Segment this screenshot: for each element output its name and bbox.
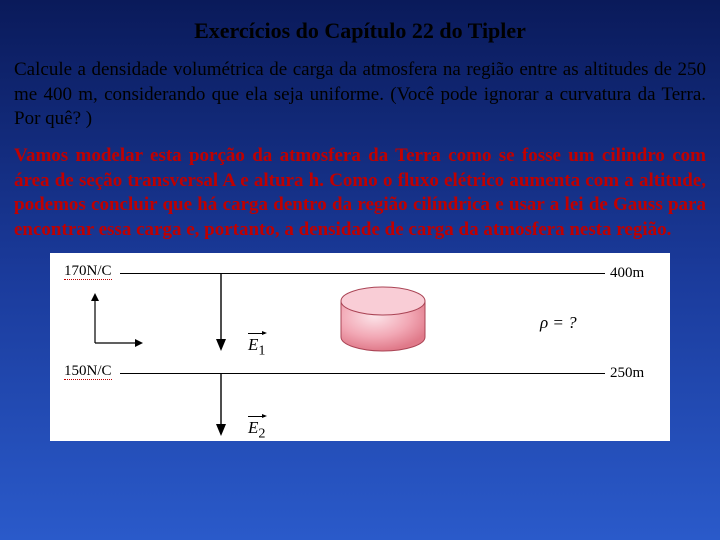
e2-value-label: 150N/C xyxy=(64,363,112,380)
e1-value-label: 170N/C xyxy=(64,263,112,280)
solution-text: Vamos modelar esta porção da atmosfera d… xyxy=(14,144,706,243)
physics-diagram: 170N/C 150N/C 400m 250m ρ = ? E1 xyxy=(50,253,670,441)
bottom-altitude-line xyxy=(120,373,605,374)
top-altitude-line xyxy=(120,273,605,274)
e1-arrow xyxy=(215,273,227,353)
coord-axes xyxy=(80,293,150,353)
cylinder-icon xyxy=(338,285,428,365)
e2-arrow xyxy=(215,373,227,438)
e1-vector-label: E1 xyxy=(248,335,265,359)
e2-vector-label: E2 xyxy=(248,418,265,442)
problem-text: Calcule a densidade volumétrica de carga… xyxy=(14,58,706,132)
h1-label: 400m xyxy=(610,265,644,282)
h2-label: 250m xyxy=(610,365,644,382)
page-title: Exercícios do Capítulo 22 do Tipler xyxy=(14,18,706,44)
rho-label: ρ = ? xyxy=(540,313,577,333)
